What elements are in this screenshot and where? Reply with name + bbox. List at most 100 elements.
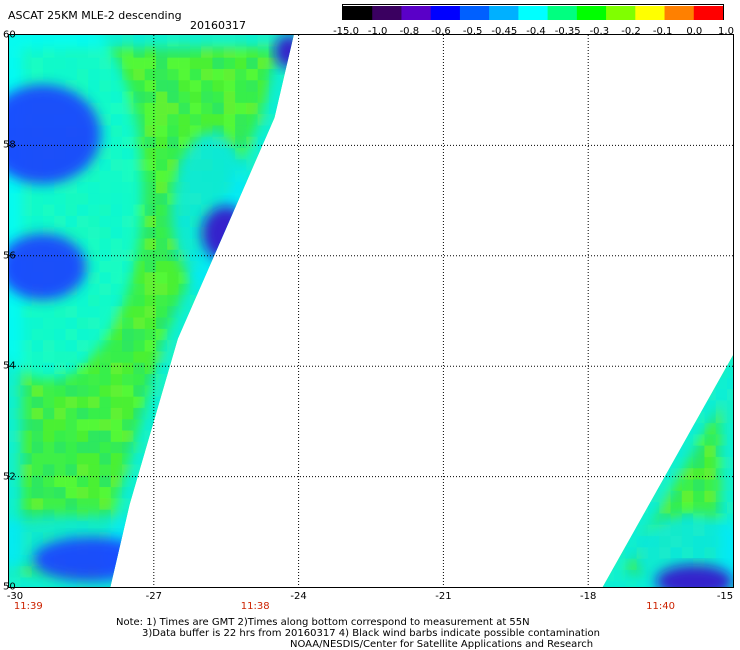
swath-cell xyxy=(155,238,168,250)
swath-cell xyxy=(235,430,247,443)
colorbar-label: -0.5 xyxy=(462,26,483,37)
swath-cell xyxy=(235,407,247,420)
swath-cell xyxy=(178,453,191,465)
swath-cell xyxy=(178,283,191,296)
swath-cell xyxy=(122,46,134,58)
swath-cell xyxy=(704,422,716,435)
map-plot xyxy=(8,34,734,588)
swath-cell xyxy=(155,148,168,160)
swath-cell xyxy=(636,490,649,503)
swath-cell xyxy=(144,261,157,273)
swath-cell xyxy=(167,125,179,137)
swath-cell xyxy=(76,430,89,443)
colorbar-swatch xyxy=(547,6,578,20)
swath-cell xyxy=(167,453,179,465)
swath-cell xyxy=(65,498,78,510)
swath-cell xyxy=(20,374,32,386)
swath-cell xyxy=(133,566,145,578)
swath-cell xyxy=(189,340,202,352)
swath-cell xyxy=(189,114,202,126)
swath-cell xyxy=(246,261,258,273)
swath-cell xyxy=(65,396,78,409)
swath-cell xyxy=(704,456,716,469)
swath-cell xyxy=(693,355,705,367)
swath-cell xyxy=(122,419,134,431)
swath-cell xyxy=(133,46,145,58)
swath-cell xyxy=(223,272,236,284)
swath-cell xyxy=(201,509,213,522)
swath-cell xyxy=(246,532,258,544)
swath-cell xyxy=(178,385,191,397)
swath-cell xyxy=(155,57,168,70)
swath-cell xyxy=(625,366,637,379)
swath-cell xyxy=(280,509,292,522)
swath-cell xyxy=(257,520,270,533)
swath-cell xyxy=(155,554,168,567)
swath-cell xyxy=(155,227,168,239)
swath-cell xyxy=(235,148,247,160)
swath-cell xyxy=(99,464,111,476)
swath-cell xyxy=(155,520,168,533)
swath-cell xyxy=(613,490,626,503)
swath-cell xyxy=(178,125,191,137)
swath-cell xyxy=(65,441,78,454)
swath-cell xyxy=(212,509,224,522)
swath-cell xyxy=(167,46,179,58)
swath-cell xyxy=(280,283,292,296)
swath-cell xyxy=(178,396,191,409)
swath-cell xyxy=(280,385,292,397)
swath-cell xyxy=(235,520,247,533)
swath-cell xyxy=(280,148,292,160)
swath-cell xyxy=(223,509,236,522)
swath-cell xyxy=(155,317,168,330)
swath-cell xyxy=(133,362,145,375)
swath-cell xyxy=(133,498,145,510)
swath-cell xyxy=(693,456,705,469)
swath-cell xyxy=(178,543,191,556)
swath-cell xyxy=(659,422,671,435)
swath-cell xyxy=(201,80,213,92)
swath-cell xyxy=(144,317,157,330)
swath-cell xyxy=(291,577,294,587)
swath-cell xyxy=(167,261,179,273)
swath-cell xyxy=(167,272,179,284)
swath-cell xyxy=(167,102,179,115)
swath-cell xyxy=(144,577,157,587)
swath-cell xyxy=(167,181,179,194)
swath-cell xyxy=(659,400,671,412)
swath-cell xyxy=(155,453,168,465)
swath-cell xyxy=(88,464,100,476)
swath-cell xyxy=(235,453,247,465)
swath-cell xyxy=(144,340,157,352)
swath-cell xyxy=(133,272,145,284)
swath-cell xyxy=(42,385,55,397)
swath-cell xyxy=(223,532,236,544)
swath-cell xyxy=(235,374,247,386)
swath-cell xyxy=(235,464,247,476)
swath-cell xyxy=(155,498,168,510)
swath-cell xyxy=(144,68,157,81)
swath-cell xyxy=(268,396,281,409)
swath-cell xyxy=(122,294,134,307)
swath-cell xyxy=(201,306,213,318)
swath-cell xyxy=(167,114,179,126)
swath-cell xyxy=(659,445,671,458)
swath-cell xyxy=(693,377,705,390)
swath-cell xyxy=(155,91,168,104)
swath-cell xyxy=(647,377,660,390)
swath-cell xyxy=(122,441,134,454)
swath-cell xyxy=(235,306,247,318)
swath-cell xyxy=(246,520,258,533)
swath-cell xyxy=(257,453,270,465)
swath-cell xyxy=(189,520,202,533)
swath-cell xyxy=(212,464,224,476)
swath-cell xyxy=(88,385,100,397)
swath-cell xyxy=(189,419,202,431)
swath-cell xyxy=(223,261,236,273)
swath-cell xyxy=(223,328,236,341)
swath-cell xyxy=(31,419,44,431)
swath-cell xyxy=(122,80,134,92)
swath-cell xyxy=(235,102,247,115)
swath-cell xyxy=(212,125,224,137)
swath-cell xyxy=(291,283,294,296)
